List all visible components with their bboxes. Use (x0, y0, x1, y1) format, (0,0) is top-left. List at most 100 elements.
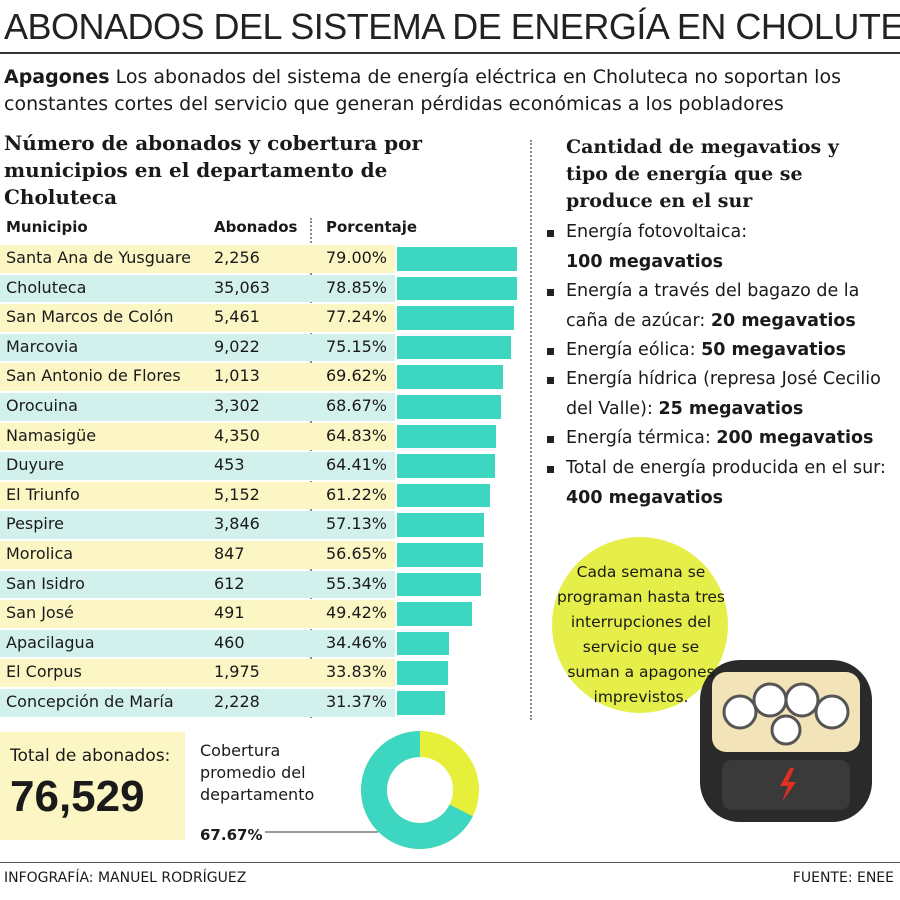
bar (397, 661, 449, 685)
row-background (0, 600, 395, 628)
column-header: Municipio (6, 218, 88, 236)
title: ABONADOS DEL SISTEMA DE ENERGÍA EN CHOLU… (4, 6, 900, 47)
row-background (0, 274, 395, 303)
callout-circle (552, 537, 728, 713)
percent-label: 69.62% (326, 366, 388, 386)
percent-label: 61.22% (326, 484, 388, 504)
municipio: Namasigüe (6, 425, 97, 445)
energy-item: Energía eólica: 50 megavatios (547, 336, 896, 366)
bar (397, 602, 473, 626)
rule (0, 52, 900, 54)
percent-label: 68.67% (326, 396, 388, 415)
percent-label: 77.24% (326, 307, 388, 327)
bar (397, 335, 512, 360)
municipio: Orocuina (6, 396, 78, 415)
rule (0, 862, 900, 863)
municipio: Marcovia (6, 336, 79, 356)
abonados: 453 (214, 455, 245, 475)
credit: INFOGRAFÍA: MANUEL RODRÍGUEZ (4, 870, 247, 886)
bar (397, 306, 515, 330)
row-background (0, 659, 395, 687)
abonados: 847 (214, 544, 245, 563)
bar (397, 454, 495, 478)
municipio: Apacilagua (6, 632, 95, 652)
percent-label: 57.13% (326, 514, 388, 534)
municipio: Choluteca (6, 277, 87, 297)
energy-value: 400 megavatios (566, 487, 724, 508)
row-background (0, 363, 395, 391)
row-background (0, 452, 395, 480)
bar (397, 572, 482, 597)
municipio: San Marcos de Colón (6, 307, 174, 327)
table-title: Número de abonados y cobertura por munic… (4, 131, 422, 209)
percent-label: 64.41% (326, 455, 388, 475)
municipio: El Triunfo (6, 484, 80, 504)
bar (397, 483, 491, 508)
lead-text: Los abonados del sistema de energía eléc… (4, 66, 841, 115)
energy-text: Energía eólica: (566, 340, 696, 360)
percent-label: 56.65% (326, 544, 388, 563)
row-background (0, 393, 395, 421)
energy-value: 100 megavatios (566, 251, 724, 272)
abonados: 491 (214, 603, 245, 623)
municipio: Santa Ana de Yusguare (6, 248, 191, 267)
lead-bold: Apagones (4, 66, 110, 88)
municipio: Duyure (6, 455, 65, 475)
energy-item: Energía fotovoltaica: 100 megavatios (547, 218, 896, 277)
percent-label: 79.00% (326, 248, 388, 267)
row-background (0, 304, 395, 332)
percent-label: 34.46% (326, 632, 388, 652)
percent-label: 31.37% (326, 692, 388, 711)
row-background (0, 333, 395, 362)
abonados: 612 (214, 573, 245, 593)
row-background (0, 511, 395, 539)
abonados: 9,022 (214, 336, 260, 356)
lead: Apagones Los abonados del sistema de ene… (4, 64, 896, 118)
municipio: Concepción de María (6, 692, 174, 711)
municipio: Pespire (6, 514, 64, 534)
percent-label: 78.85% (326, 277, 388, 297)
column-header: Abonados (214, 218, 298, 236)
abonados: 4,350 (214, 425, 260, 445)
meter-icon (700, 660, 872, 822)
total-box (0, 732, 185, 840)
row-background (0, 245, 395, 273)
row-background (0, 570, 395, 599)
abonados: 460 (214, 632, 245, 652)
energy-text: Energía hídrica (represa José Cecilio de… (566, 369, 881, 419)
total-value: 76,529 (10, 772, 145, 821)
percent-label: 55.34% (326, 573, 388, 593)
percent-label: 33.83% (326, 662, 388, 682)
energy-item: Total de energía producida en el sur: 40… (547, 454, 896, 513)
abonados: 3,846 (214, 514, 260, 534)
energy-title: Cantidad de megavatios y tipo de energía… (566, 136, 839, 212)
source: FUENTE: ENEE (792, 870, 894, 886)
abonados: 3,302 (214, 396, 260, 415)
callout: Cada semana se programan hasta tres inte… (556, 563, 726, 706)
bar (397, 395, 502, 419)
percent-label: 64.83% (326, 425, 388, 445)
percent-label: 75.15% (326, 336, 388, 356)
bar (397, 247, 518, 271)
abonados: 2,228 (214, 692, 260, 711)
energy-value: 25 megavatios (658, 398, 804, 419)
energy-item: Energía a través del bagazo de la caña d… (547, 277, 896, 336)
bar (397, 513, 484, 537)
donut-label: Cobertura promedio del departamento (200, 741, 315, 804)
energy-item: Energía hídrica (represa José Cecilio de… (547, 365, 896, 424)
row-background (0, 629, 395, 658)
donut-arc (361, 731, 473, 849)
abonados: 5,152 (214, 484, 260, 504)
energy-item: Energía térmica: 200 megavatios (547, 424, 896, 454)
energy-text: Energía térmica: (566, 428, 711, 448)
municipio: San Antonio de Flores (6, 366, 181, 386)
municipio: Morolica (6, 544, 74, 563)
bar (397, 365, 503, 389)
energy-text: Energía a través del bagazo de la caña d… (566, 281, 860, 331)
abonados: 5,461 (214, 307, 260, 327)
energy-value: 20 megavatios (710, 310, 856, 331)
abonados: 2,256 (214, 248, 260, 267)
municipio: San Isidro (6, 573, 85, 593)
